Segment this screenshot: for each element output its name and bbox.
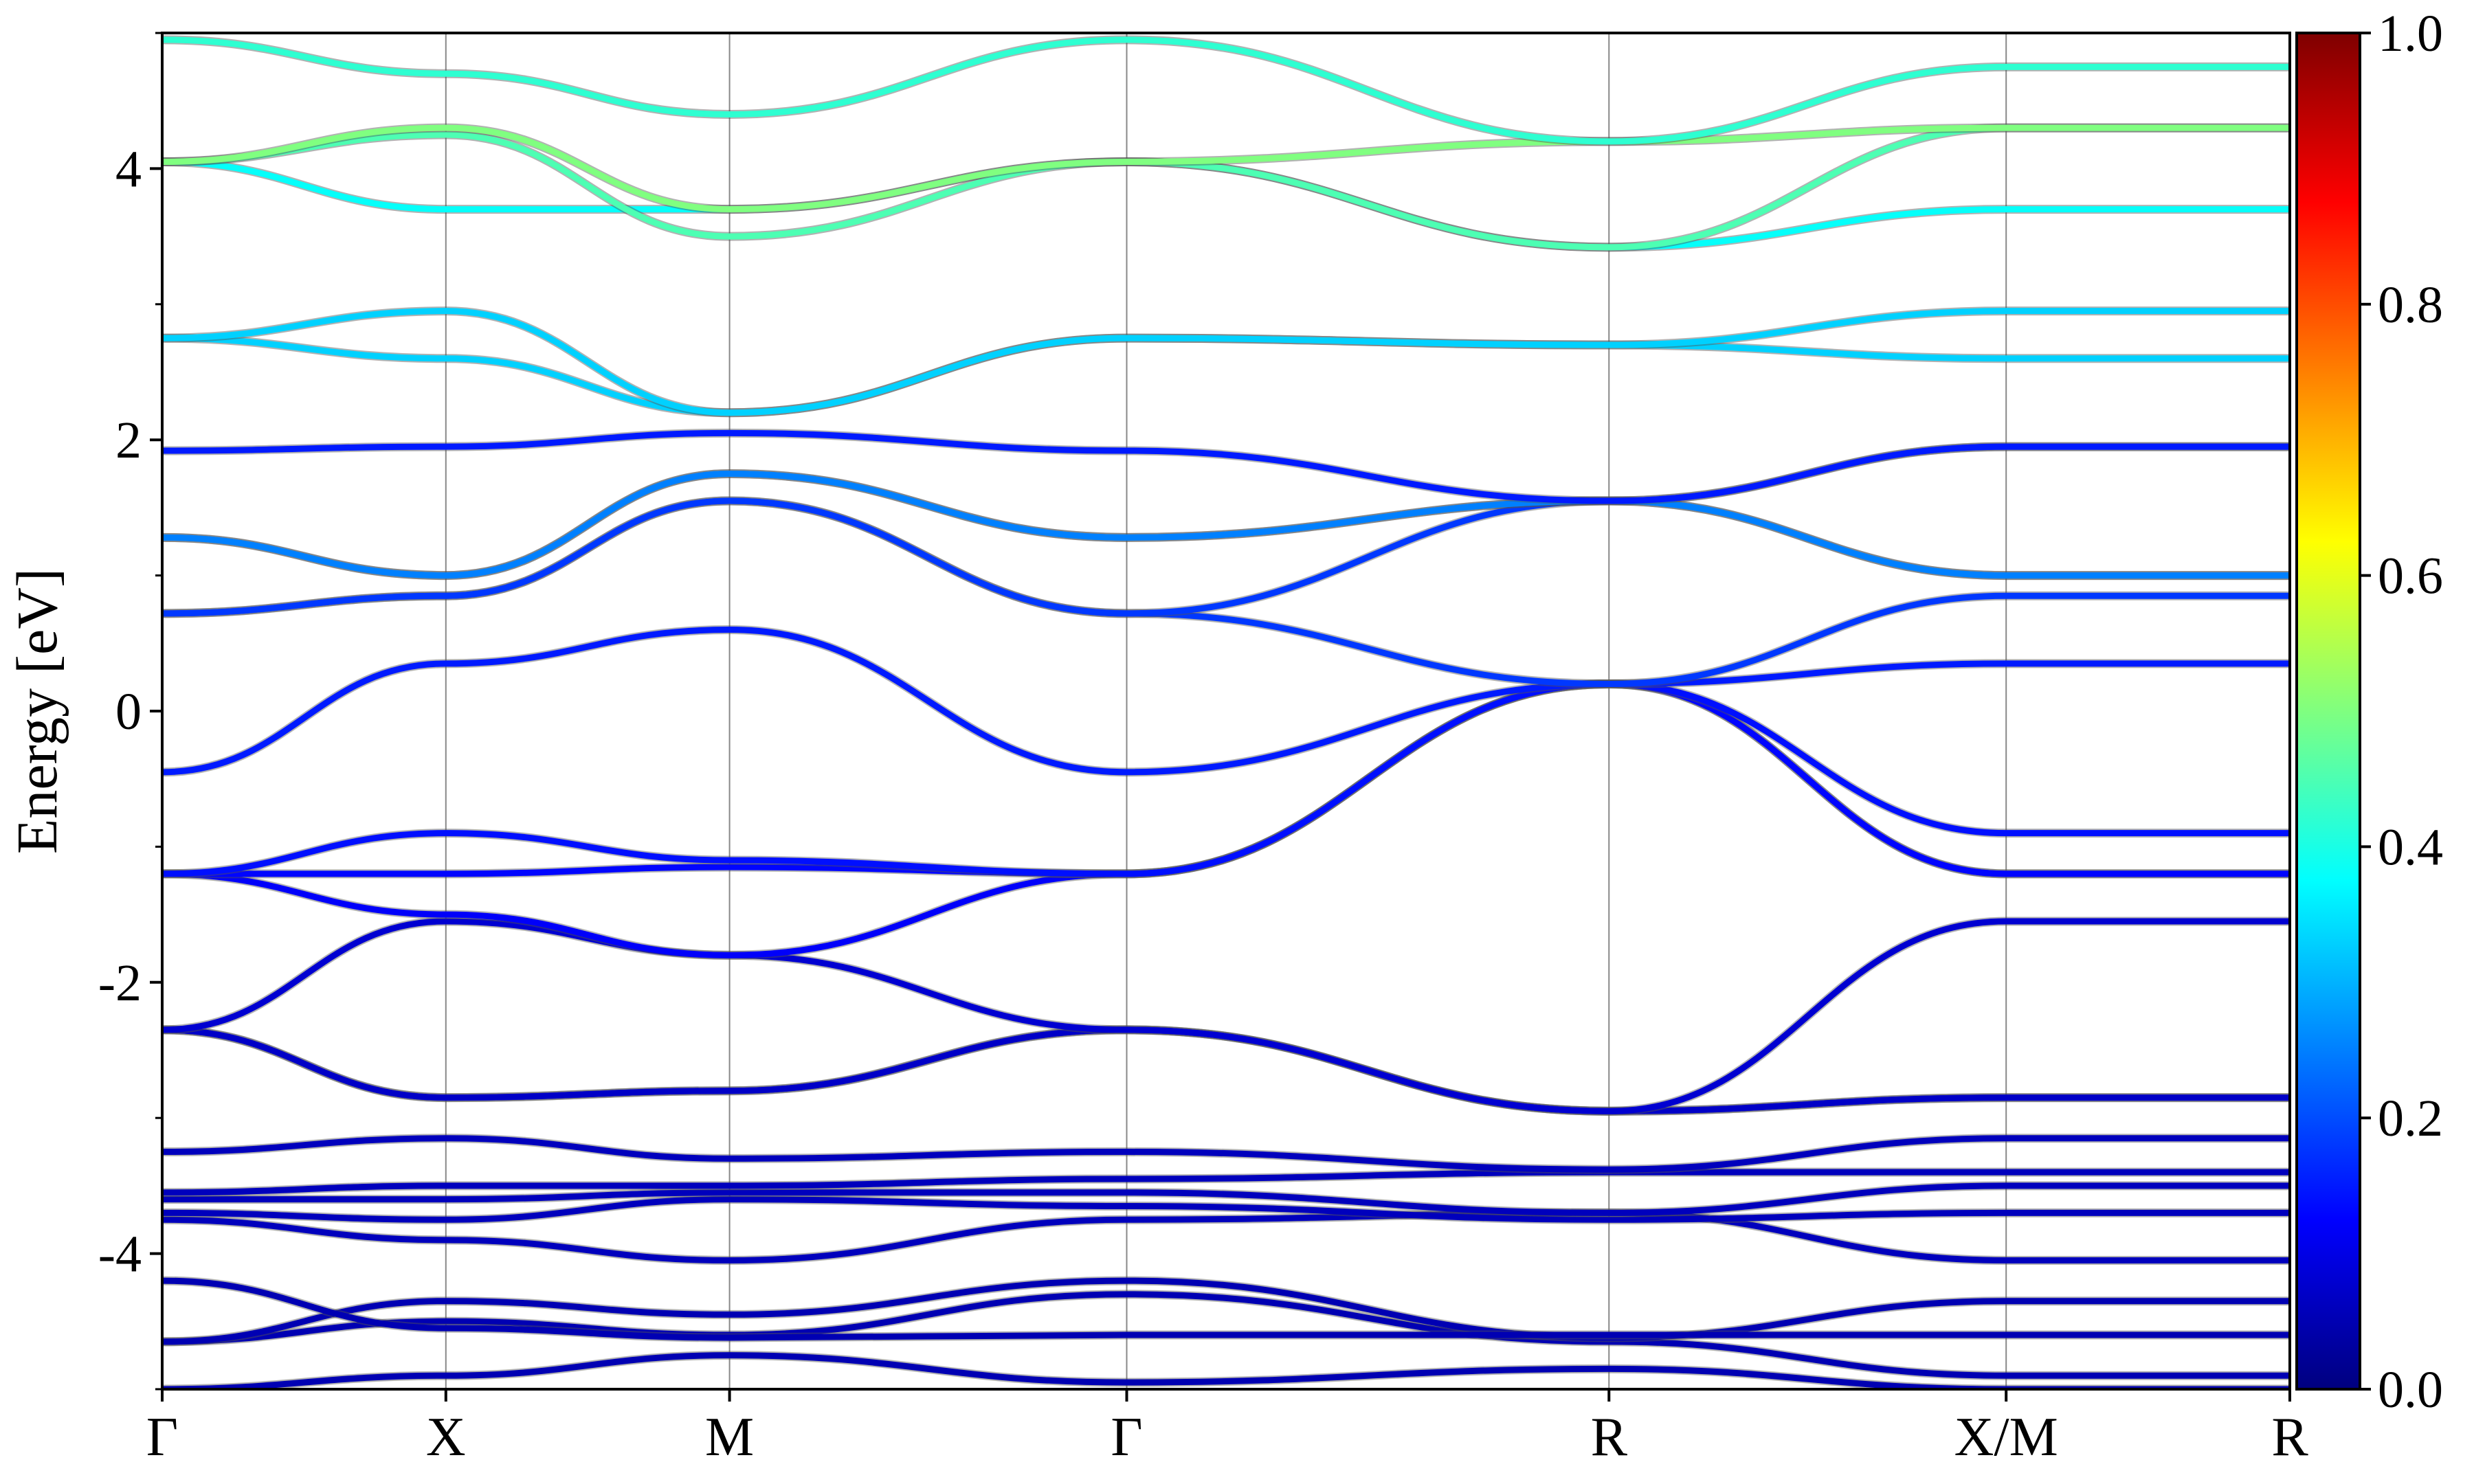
kpoint-label: M: [705, 1407, 754, 1468]
band-line: [162, 1209, 2290, 1263]
band-line: [162, 1169, 2290, 1196]
band-line: [162, 124, 2290, 213]
band-line: [162, 429, 2290, 504]
colorbar-ticks: 0.0 0.2 0.4 0.6 0.8 1.0: [2360, 5, 2443, 1419]
band-line-outline: [162, 442, 2290, 618]
kpoint-label: Γ: [146, 1407, 178, 1468]
band-line: [162, 335, 2290, 416]
kpoint-label: R: [1591, 1407, 1628, 1468]
colorbar: 0.0 0.2 0.4 0.6 0.8 1.0: [2295, 5, 2443, 1419]
band-line-outline: [162, 625, 2290, 777]
colorbar-tick-label: 0.6: [2378, 548, 2443, 605]
band-line: [162, 681, 2290, 877]
band-line-outline: [162, 157, 2290, 252]
y-tick-label: -4: [98, 1226, 142, 1283]
band-line: [162, 1182, 2290, 1216]
band-line: [162, 627, 2290, 776]
band-line-outline: [162, 469, 2290, 581]
band-line: [162, 308, 2290, 416]
band-line-outline: [162, 333, 2290, 418]
band-line-outline: [162, 679, 2290, 879]
colorbar-tick-label: 0.8: [2378, 276, 2443, 334]
band-line: [162, 918, 2290, 1114]
x-axis: Γ X M Γ R X/M R: [146, 1389, 2308, 1468]
band-line: [162, 124, 2290, 251]
band-lines: [162, 35, 2290, 1389]
y-tick-label: 4: [115, 140, 142, 198]
band-line: [162, 471, 2290, 579]
kpoint-label: X: [426, 1407, 466, 1468]
y-tick-label: 2: [115, 412, 142, 469]
kpoint-gridlines: [445, 33, 2007, 1389]
band-line: [162, 1291, 2290, 1379]
band-line-outline: [162, 469, 2290, 581]
colorbar-tick-label: 0.4: [2378, 818, 2443, 876]
band-line-outline: [162, 917, 2290, 1116]
y-tick-label: -2: [98, 954, 142, 1012]
colorbar-tick-label: 0.0: [2378, 1361, 2443, 1419]
colorbar-tick-label: 1.0: [2378, 5, 2443, 63]
band-line: [162, 681, 2290, 877]
band-line: [162, 1135, 2290, 1173]
kpoint-label: X/M: [1954, 1407, 2058, 1468]
band-line: [162, 159, 2290, 251]
band-line: [162, 471, 2290, 579]
band-line: [162, 1277, 2290, 1341]
band-line: [162, 1277, 2290, 1345]
colorbar-tick-label: 0.2: [2378, 1090, 2443, 1147]
y-tick-label: 0: [115, 683, 142, 741]
band-line: [162, 36, 2290, 145]
band-line: [162, 1196, 2290, 1223]
band-line-outline: [162, 679, 2290, 879]
band-line: [162, 443, 2290, 617]
y-axis: 4 2 0 -2 -4: [98, 32, 162, 1391]
band-line-outline: [162, 123, 2290, 252]
kpoint-label: Γ: [1111, 1407, 1142, 1468]
colorbar-gradient: [2295, 32, 2361, 1391]
band-line: [162, 681, 2290, 958]
y-axis-label: Energy [eV]: [5, 568, 69, 854]
band-line: [162, 1026, 2290, 1114]
kpoint-label: R: [2271, 1407, 2308, 1468]
